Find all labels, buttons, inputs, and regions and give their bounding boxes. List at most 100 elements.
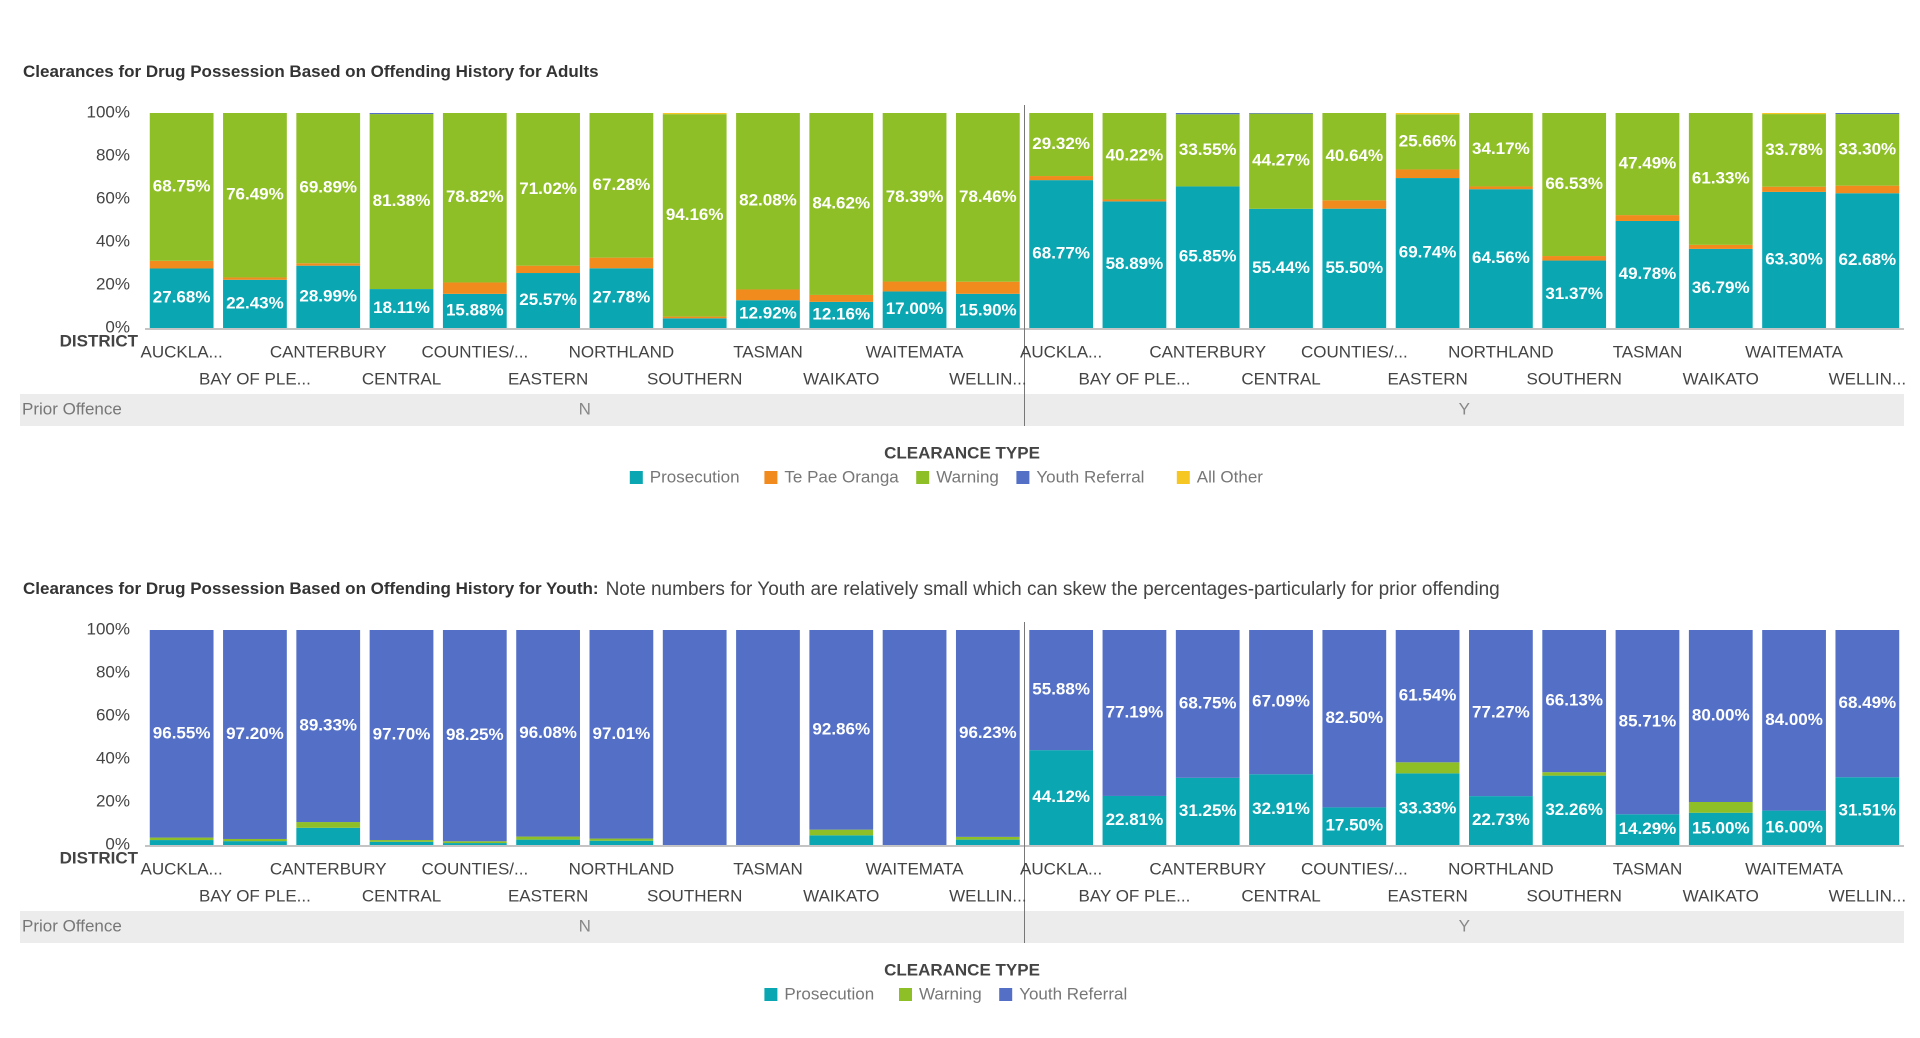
bar-segment xyxy=(1322,807,1387,845)
value-label: 71.02% xyxy=(519,179,577,198)
group-label: N xyxy=(579,399,591,418)
value-label: 31.37% xyxy=(1545,284,1603,303)
x-tick-label: WELLIN... xyxy=(1829,886,1906,905)
legend-label: Youth Referral xyxy=(1036,467,1144,486)
bar-segment xyxy=(1762,810,1826,845)
value-label: 69.89% xyxy=(299,178,357,197)
value-label: 15.90% xyxy=(959,300,1017,319)
y-tick-label: 0% xyxy=(105,317,130,336)
bar-segment xyxy=(589,268,654,328)
bar-segment xyxy=(955,281,1020,294)
value-label: 33.78% xyxy=(1765,140,1823,159)
value-label: 64.56% xyxy=(1472,248,1530,267)
bar-segment xyxy=(662,630,727,845)
value-label: 85.71% xyxy=(1619,712,1677,731)
bar-segment xyxy=(1762,630,1826,811)
legend-label: Te Pae Oranga xyxy=(784,467,899,486)
title-text: Clearances for Drug Possession Based on … xyxy=(23,579,599,598)
x-axis-title: DISTRICT xyxy=(60,848,139,867)
x-tick-label: TASMAN xyxy=(733,342,803,361)
bar-segment xyxy=(149,113,214,261)
bar-segment xyxy=(589,630,654,839)
value-label: 22.73% xyxy=(1472,810,1530,829)
x-tick-label: EASTERN xyxy=(508,369,588,388)
value-label: 61.33% xyxy=(1692,168,1750,187)
bar-segment xyxy=(223,279,287,328)
value-label: 55.50% xyxy=(1325,258,1383,277)
x-tick-label: BAY OF PLE... xyxy=(1079,886,1191,905)
x-tick-label: EASTERN xyxy=(508,886,588,905)
x-tick-label: TASMAN xyxy=(733,859,803,878)
group-title: Prior Offence xyxy=(22,916,122,935)
x-tick-label: WAITEMATA xyxy=(866,859,965,878)
group-title: Prior Offence xyxy=(22,399,122,418)
group-label: Y xyxy=(1459,916,1470,935)
bar-segment xyxy=(296,113,361,264)
value-label: 14.29% xyxy=(1619,819,1677,838)
value-label: 69.74% xyxy=(1399,243,1457,262)
value-label: 94.16% xyxy=(666,205,724,224)
bar-segment xyxy=(1102,795,1167,845)
bar-segment xyxy=(1175,777,1240,845)
title-text: Clearances for Drug Possession Based on … xyxy=(23,62,599,81)
legend-swatch xyxy=(764,471,778,484)
bar-segment xyxy=(1469,796,1533,845)
group-band xyxy=(20,394,1904,426)
value-label: 68.49% xyxy=(1839,693,1897,712)
x-tick-label: AUCKLA... xyxy=(141,342,223,361)
bar-segment xyxy=(1688,630,1753,802)
bar-segment xyxy=(1249,113,1313,209)
bar-segment xyxy=(1542,772,1607,776)
bar-segment xyxy=(223,630,287,839)
x-tick-label: WELLIN... xyxy=(949,886,1026,905)
bar-segment xyxy=(1102,113,1167,200)
bar-segment xyxy=(955,630,1020,837)
value-label: 32.26% xyxy=(1545,800,1603,819)
bar-segment xyxy=(662,114,727,317)
value-label: 97.01% xyxy=(593,724,651,743)
note-text: Note numbers for Youth are relatively sm… xyxy=(606,579,1500,600)
bar-segment xyxy=(955,293,1020,328)
x-tick-label: EASTERN xyxy=(1387,369,1467,388)
x-tick-label: WAITEMATA xyxy=(1745,342,1844,361)
value-label: 77.27% xyxy=(1472,703,1530,722)
bar-segment xyxy=(736,630,800,845)
bar-segment xyxy=(1029,750,1094,845)
bar-segment xyxy=(1615,215,1680,221)
value-label: 29.32% xyxy=(1032,134,1090,153)
x-tick-label: NORTHLAND xyxy=(569,342,674,361)
value-label: 66.53% xyxy=(1545,174,1603,193)
chart-title: Clearances for Drug Possession Based on … xyxy=(23,62,599,81)
bar-segment xyxy=(1395,762,1460,774)
value-label: 96.23% xyxy=(959,723,1017,742)
value-label: 27.78% xyxy=(593,288,651,307)
bar-segment xyxy=(1395,630,1460,763)
value-label: 97.70% xyxy=(373,725,431,744)
x-tick-label: WELLIN... xyxy=(949,369,1026,388)
legend-title: CLEARANCE TYPE xyxy=(884,960,1040,979)
bar-segment xyxy=(1542,113,1607,257)
bar-segment xyxy=(882,630,947,845)
value-label: 31.25% xyxy=(1179,801,1237,820)
bar-segment xyxy=(1175,114,1240,187)
bar-segment xyxy=(955,113,1020,282)
x-tick-label: BAY OF PLE... xyxy=(1079,369,1191,388)
x-tick-label: COUNTIES/... xyxy=(421,342,528,361)
y-tick-label: 80% xyxy=(96,662,130,681)
bar-segment xyxy=(1175,630,1240,778)
x-axis-title: DISTRICT xyxy=(60,331,139,350)
value-label: 47.49% xyxy=(1619,154,1677,173)
bar-segment xyxy=(1395,113,1460,115)
bar-segment xyxy=(1469,189,1533,328)
bar-segment xyxy=(589,257,654,269)
legend-label: Youth Referral xyxy=(1019,984,1127,1003)
x-tick-label: CANTERBURY xyxy=(270,342,387,361)
value-label: 89.33% xyxy=(299,716,357,735)
bar-segment xyxy=(1835,114,1900,186)
bar-segment xyxy=(516,839,580,845)
x-tick-label: NORTHLAND xyxy=(1448,859,1553,878)
bar-segment xyxy=(1029,176,1094,181)
y-tick-label: 0% xyxy=(105,834,130,853)
